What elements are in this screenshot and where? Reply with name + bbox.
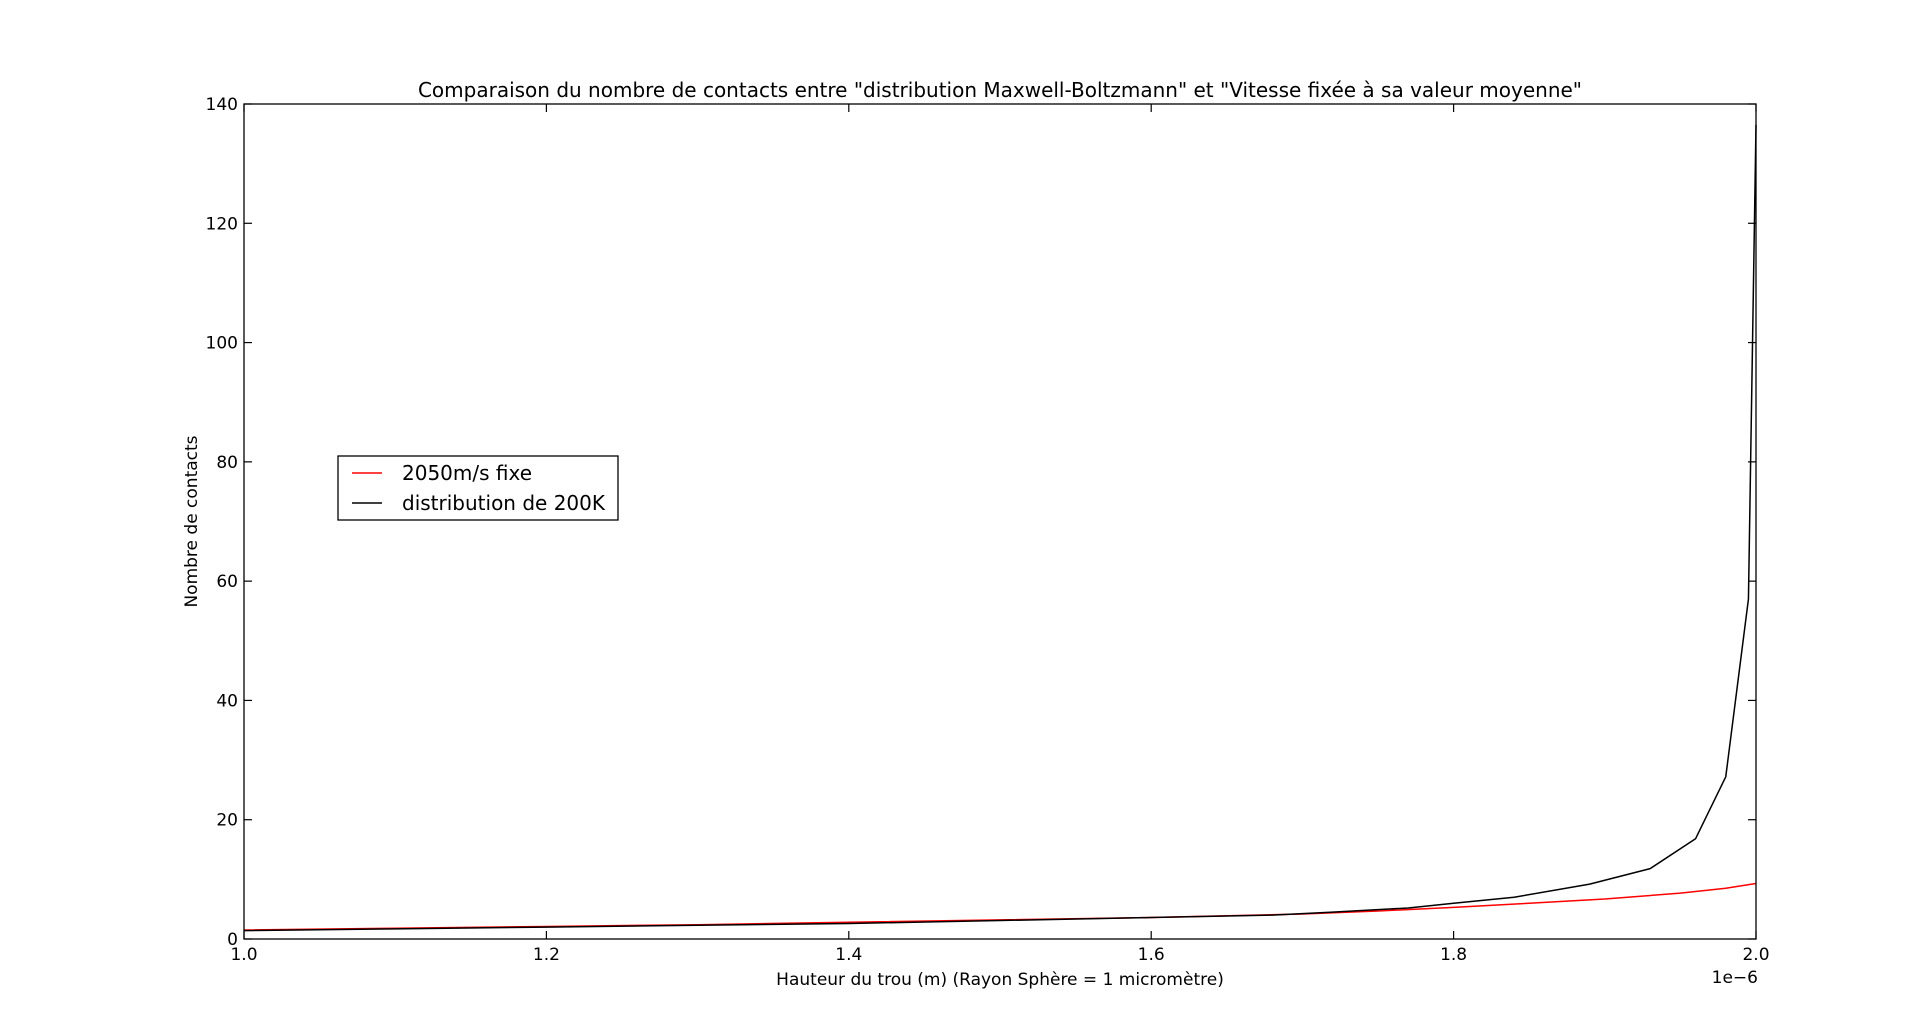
x-tick-label: 1.2 — [533, 945, 560, 965]
x-axis-offset-label: 1e−6 — [1712, 968, 1758, 988]
legend-label-1: 2050m/s fixe — [402, 461, 532, 485]
y-tick-label: 0 — [227, 930, 238, 950]
series-line-2 — [243, 124, 1757, 932]
y-tick-label: 80 — [216, 453, 238, 473]
y-tick-label: 60 — [216, 572, 238, 592]
x-tick-label: 1.6 — [1138, 945, 1165, 965]
legend: 2050m/s fixe distribution de 200K — [337, 455, 619, 521]
legend-box — [337, 455, 619, 521]
legend-label-2: distribution de 200K — [402, 491, 606, 515]
x-tick-label: 2.0 — [1742, 945, 1769, 965]
series-line-1 — [243, 882, 1757, 931]
x-tick-label: 1.4 — [835, 945, 862, 965]
ticks-layer: 1.0 1.2 1.4 1.6 1.8 2.0 0 20 40 60 80 100 120 140 — [206, 95, 1770, 965]
x-axis-label: Hauteur du trou (m) (Rayon Sphère = 1 mi… — [776, 970, 1224, 990]
plot-frame — [243, 103, 1757, 940]
y-tick-label: 140 — [206, 95, 238, 115]
y-tick-label: 40 — [216, 691, 238, 711]
y-tick-label: 20 — [216, 811, 238, 831]
series-layer — [243, 124, 1757, 932]
x-tick-label: 1.8 — [1440, 945, 1467, 965]
y-tick-label: 100 — [206, 334, 238, 354]
y-axis-label: Nombre de contacts — [182, 435, 202, 607]
y-tick-label: 120 — [206, 214, 238, 234]
chart-title: Comparaison du nombre de contacts entre … — [418, 78, 1582, 102]
x-tick-label: 1.0 — [230, 945, 257, 965]
